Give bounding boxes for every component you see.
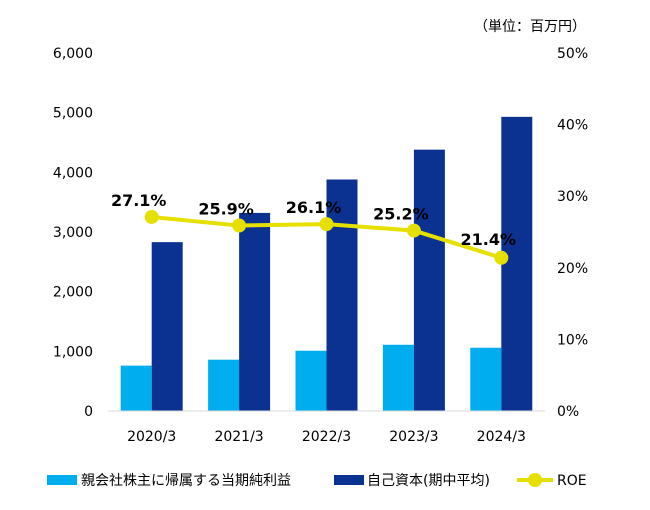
- left-tick-label: 0: [84, 404, 93, 420]
- right-tick-label: 20%: [557, 261, 588, 277]
- equity-bar: [413, 149, 445, 411]
- unit-note: （単位：百万円）: [474, 19, 586, 35]
- roe-point: [406, 223, 421, 238]
- left-tick-label: 1,000: [53, 344, 93, 360]
- roe-data-label: 21.4%: [461, 230, 517, 249]
- legend-swatch-equity: [334, 475, 364, 485]
- legend: 親会社株主に帰属する当期純利益 自己資本(期中平均) ROE: [47, 472, 587, 489]
- legend-label-net-income: 親会社株主に帰属する当期純利益: [81, 472, 291, 489]
- net-income-bar: [382, 344, 414, 411]
- left-tick-label: 2,000: [53, 285, 93, 301]
- right-tick-label: 40%: [557, 118, 588, 134]
- x-tick-label: 2024/3: [477, 429, 526, 445]
- equity-bar: [326, 179, 358, 411]
- net-income-bar: [470, 347, 502, 411]
- roe-data-label: 27.1%: [111, 191, 167, 210]
- roe-point: [232, 218, 247, 233]
- roe-line-series: 27.1% 25.9% 26.1% 25.2% 21.4%: [111, 191, 516, 265]
- right-axis-ticks: 0% 10% 20% 30% 40% 50%: [557, 46, 588, 420]
- legend-swatch-roe-marker: [528, 473, 542, 487]
- equity-bar: [501, 116, 533, 412]
- net-income-bar: [208, 359, 240, 411]
- equity-bar: [151, 242, 183, 411]
- left-axis-ticks: 0 1,000 2,000 3,000 4,000 5,000 6,000: [53, 46, 93, 420]
- roe-data-label: 25.2%: [373, 205, 429, 224]
- legend-label-equity: 自己資本(期中平均): [367, 473, 490, 489]
- net-income-bar: [295, 350, 327, 411]
- roe-point: [494, 250, 509, 265]
- roe-data-label: 26.1%: [286, 198, 342, 217]
- legend-label-roe: ROE: [557, 473, 587, 489]
- bar-series: [120, 116, 533, 412]
- net-income-bar: [120, 365, 152, 411]
- x-axis-ticks: 2020/3 2021/3 2022/3 2023/3 2024/3: [127, 429, 526, 445]
- left-tick-label: 5,000: [53, 106, 93, 122]
- right-tick-label: 30%: [557, 189, 588, 205]
- left-tick-label: 6,000: [53, 46, 93, 62]
- x-tick-label: 2023/3: [389, 429, 438, 445]
- x-tick-label: 2020/3: [127, 429, 176, 445]
- x-tick-label: 2021/3: [214, 429, 263, 445]
- equity-bar: [239, 212, 271, 411]
- roe-point: [319, 217, 334, 232]
- left-tick-label: 4,000: [53, 165, 93, 181]
- roe-point: [144, 209, 159, 224]
- legend-swatch-net-income: [47, 475, 77, 485]
- roe-data-label: 25.9%: [198, 200, 254, 219]
- right-tick-label: 50%: [557, 46, 588, 62]
- right-tick-label: 10%: [557, 332, 588, 348]
- left-tick-label: 3,000: [53, 225, 93, 241]
- right-tick-label: 0%: [557, 404, 579, 420]
- x-tick-label: 2022/3: [302, 429, 351, 445]
